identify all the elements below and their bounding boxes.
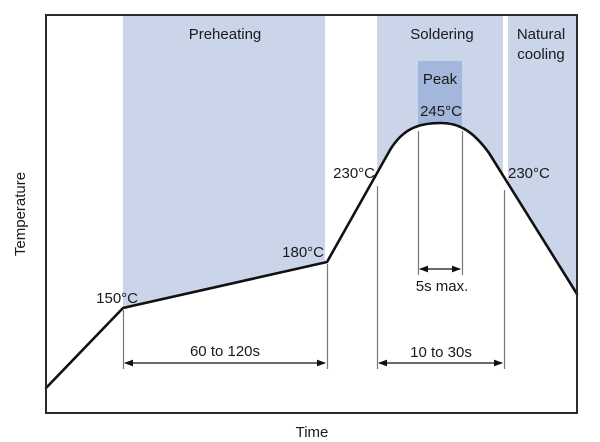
arrowhead-left-5s [419,265,428,273]
temp-180-label: 180°C [282,244,324,261]
soldering-label: Soldering [410,26,473,43]
peak-band [418,61,462,127]
duration-arrows [124,265,503,367]
preheating-label: Preheating [189,26,262,43]
temp-230-right-label: 230°C [508,165,550,182]
arrowhead-right-5s [452,265,461,273]
duration-10-30-label: 10 to 30s [410,344,472,361]
temp-150-label: 150°C [96,290,138,307]
duration-5s-label: 5s max. [416,278,469,295]
temperature-curve [44,121,579,390]
chart-frame [45,14,578,414]
x-axis-label: Time [296,424,329,441]
y-axis-label: Temperature [12,172,29,256]
arrowhead-right-10-30 [494,359,503,367]
under-curve-area [46,123,577,413]
arrowhead-left-60-120 [124,359,133,367]
peak-temperature-label: 245°C [420,103,462,120]
arrowhead-right-60-120 [317,359,326,367]
arrowhead-left-10-30 [378,359,387,367]
natural-cooling-label-line1: Natural [517,26,565,43]
duration-60-120-label: 60 to 120s [190,343,260,360]
dimension-lines [122,131,506,369]
peak-label: Peak [423,71,458,88]
natural-cooling-label-line2: cooling [517,46,565,63]
temp-230-left-label: 230°C [333,165,375,182]
